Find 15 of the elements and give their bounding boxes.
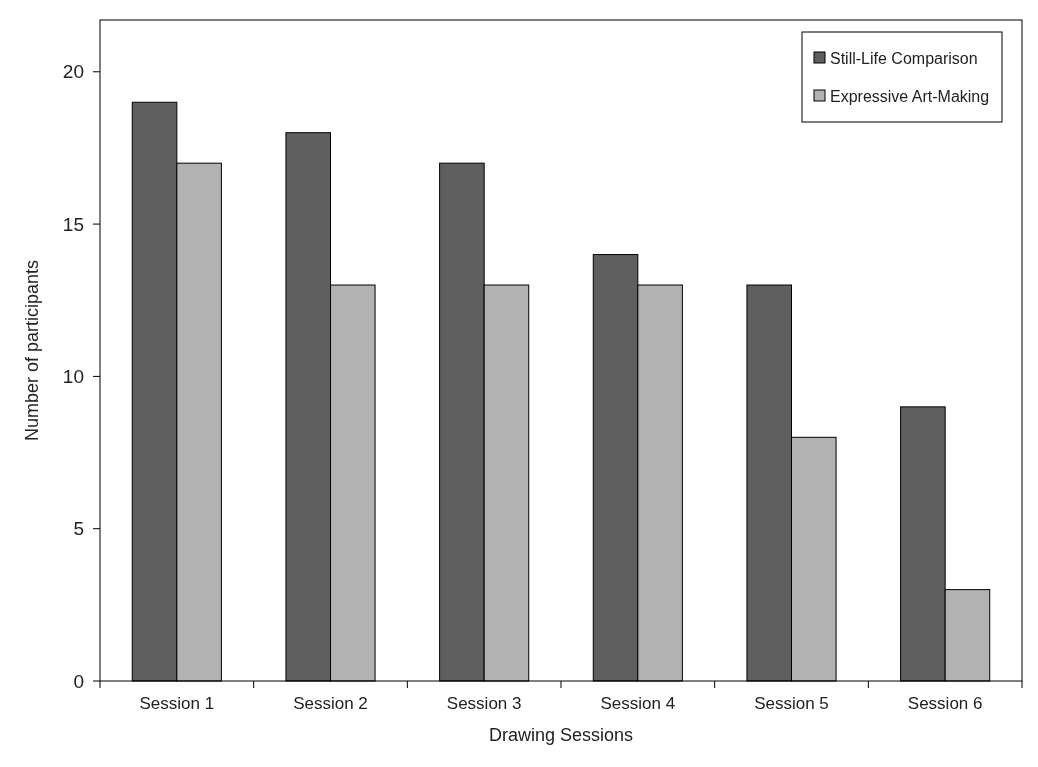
y-axis-title: Number of participants [22, 259, 42, 442]
x-tick-label: Session 3 [446, 694, 522, 713]
x-tick-label: Session 6 [907, 694, 983, 713]
x-tick-label: Session 1 [139, 694, 215, 713]
y-tick-label: 10 [62, 366, 84, 388]
x-axis-title: Drawing Sessions [488, 725, 634, 745]
x-tick-label: Session 5 [754, 694, 829, 713]
x-tick-label: Session 4 [600, 694, 676, 713]
y-tick-label: 20 [62, 61, 84, 83]
y-tick-label: 5 [73, 518, 84, 540]
legend-label: Still-Life Comparison [830, 49, 978, 67]
legend-label: Expressive Art-Making [830, 87, 990, 105]
x-tick-label: Session 2 [293, 694, 368, 713]
y-tick-label: 15 [62, 213, 84, 235]
y-tick-label: 0 [73, 670, 84, 692]
